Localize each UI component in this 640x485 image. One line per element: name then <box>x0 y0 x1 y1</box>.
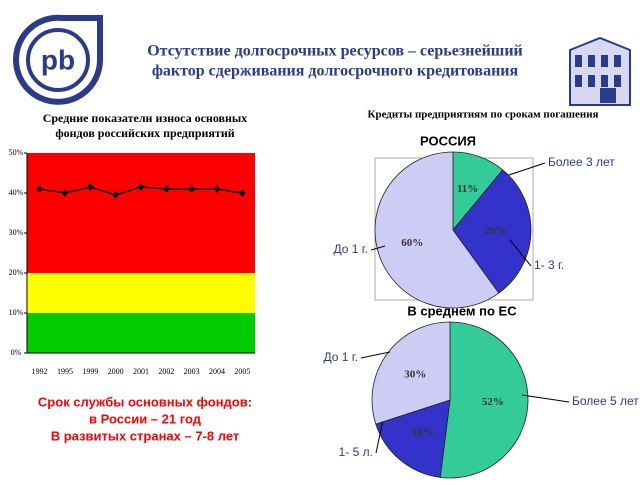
category-label: Более 5 лет <box>572 394 639 408</box>
leader-line <box>370 245 386 251</box>
y-tick-label: 20% <box>9 268 24 277</box>
point-marker <box>87 183 94 191</box>
y-tick-label: 50% <box>9 148 24 157</box>
y-tick-label: 0% <box>11 348 22 357</box>
x-tick-label: 2000 <box>108 367 124 376</box>
pie-slice <box>371 321 451 425</box>
leader-line <box>521 394 570 403</box>
x-tick-label: 2001 <box>133 367 149 376</box>
y-tick-label: 30% <box>9 228 24 237</box>
category-label: Более 3 лет <box>548 155 615 169</box>
slice-label: 60% <box>401 237 423 249</box>
footer-text: в России – 21 год <box>89 411 202 426</box>
y-tick-label: 40% <box>9 188 24 197</box>
leader-line <box>360 351 391 359</box>
point-marker <box>188 185 195 193</box>
point-marker <box>214 185 220 193</box>
footer-text: В развитых странах – 7-8 лет <box>51 428 240 443</box>
title-line: Отсутствие долгосрочных ресурсов – серье… <box>147 43 523 60</box>
slice-label: 30% <box>404 368 426 380</box>
logo: pb <box>13 14 103 105</box>
title-line: фактор сдерживания долгосрочного кредито… <box>152 63 519 80</box>
slice-label: 18% <box>412 427 434 439</box>
category-label: 1- 3 г. <box>534 258 564 272</box>
pie-slice <box>439 321 529 479</box>
category-label: До 1 г. <box>323 350 358 364</box>
chart-title: В среднем по ЕС <box>407 303 517 318</box>
x-tick-label: 2004 <box>209 367 225 376</box>
category-label: 1- 5 л. <box>339 445 373 459</box>
x-tick-label: 1999 <box>82 367 98 376</box>
x-tick-label: 1992 <box>32 367 48 376</box>
point-marker <box>36 185 43 193</box>
slice-label: 29% <box>485 225 507 237</box>
pie-slice <box>452 169 532 294</box>
x-tick-label: 2003 <box>184 367 200 376</box>
category-label: До 1 г. <box>333 242 368 256</box>
pie-slice <box>374 151 500 309</box>
pie-slice <box>375 399 451 478</box>
slice-label: 52% <box>482 396 504 408</box>
footer-text: Срок службы основных фондов: <box>38 394 252 409</box>
zone-band <box>27 153 255 273</box>
x-tick-label: 2005 <box>234 367 250 376</box>
x-tick-label: 1995 <box>57 367 73 376</box>
building-icon <box>569 36 631 106</box>
svg-text:pb: pb <box>41 44 75 75</box>
zone-band <box>27 313 255 353</box>
point-marker <box>112 191 119 199</box>
point-marker <box>138 183 144 191</box>
x-tick-label: 2002 <box>158 367 174 376</box>
chart-title: Средние показатели износа основных <box>43 111 248 125</box>
leader-line <box>509 239 532 267</box>
slice-label: 11% <box>457 183 478 195</box>
point-marker <box>163 185 170 193</box>
chart-title: РОССИЯ <box>420 133 476 148</box>
zone-band <box>27 273 255 313</box>
chart-title: фондов российских предприятий <box>55 126 234 140</box>
section-heading: Кредиты предприятиям по срокам погашения <box>367 109 598 121</box>
point-marker <box>239 189 246 197</box>
y-tick-label: 10% <box>9 308 24 317</box>
point-marker <box>62 189 68 197</box>
leader-line <box>375 419 384 454</box>
